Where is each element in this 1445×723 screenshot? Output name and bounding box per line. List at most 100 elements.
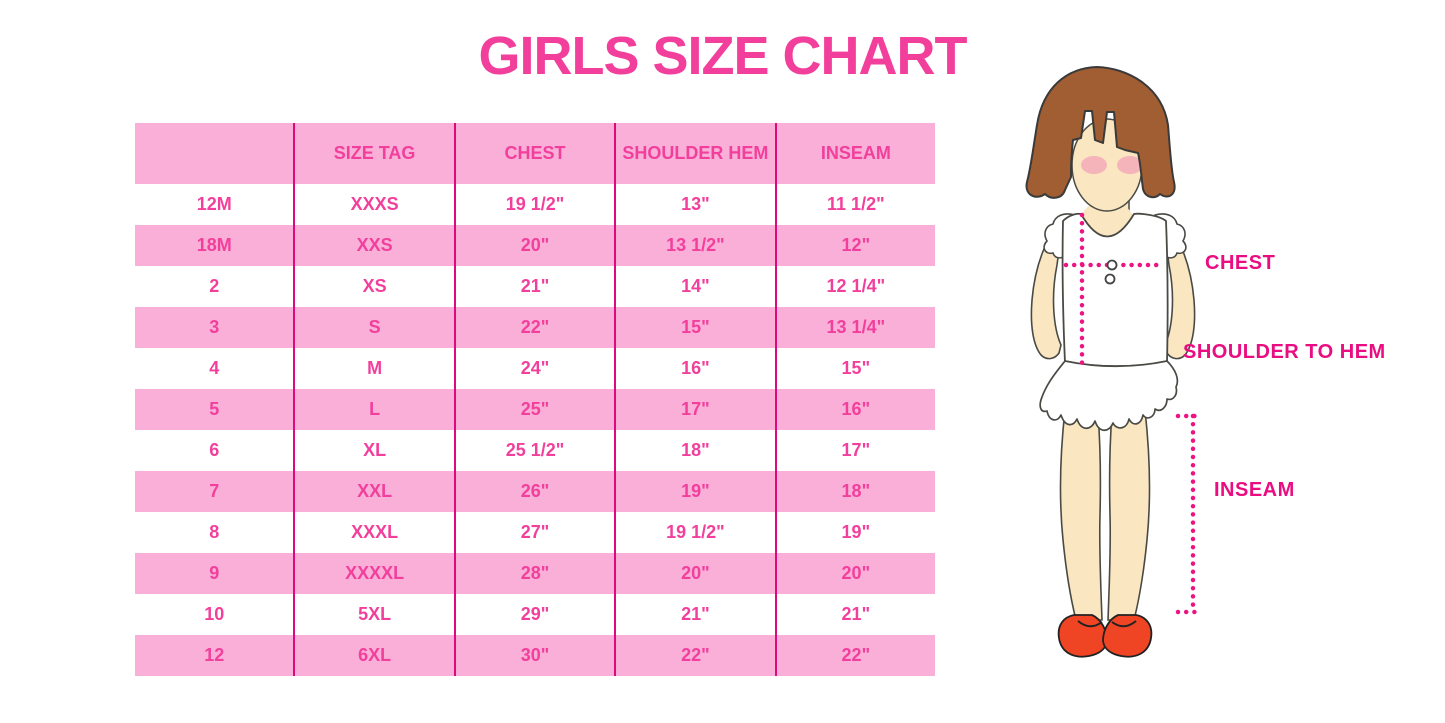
table-cell: 13 1/2" xyxy=(614,225,774,266)
table-cell: XL xyxy=(293,430,453,471)
table-cell: XXXXL xyxy=(293,553,453,594)
table-row: 2 XS 21" 14" 12 1/4" xyxy=(135,266,935,307)
table-cell: 25" xyxy=(453,389,614,430)
table-row: 9 XXXXL 28" 20" 20" xyxy=(135,553,935,594)
blush-left xyxy=(1081,156,1107,174)
column-header: CHEST xyxy=(453,123,614,184)
table-cell: 27" xyxy=(453,512,614,553)
shoulder-to-hem-label: SHOULDER TO HEM xyxy=(1183,341,1386,363)
table-cell: 12M xyxy=(196,194,232,214)
right-shoe-strap xyxy=(1111,620,1137,628)
table-cell: 18" xyxy=(614,430,774,471)
table-body: 12M XXXS 19 1/2" 13" 11 1/2" 18M XXS 20" 13 1/2"… xyxy=(135,184,935,676)
table-cell: 16" xyxy=(774,389,935,430)
table-row: 12M XXXS 19 1/2" 13" 11 1/2" xyxy=(135,184,935,225)
table-cell: 17" xyxy=(774,430,935,471)
table-cell: 21" xyxy=(453,266,614,307)
table-cell: 7 xyxy=(209,481,220,501)
page-title: GIRLS SIZE CHART xyxy=(478,26,967,86)
table-cell: 3 xyxy=(209,317,220,337)
table-cell: 6XL xyxy=(293,635,453,676)
table-cell: XXXS xyxy=(293,184,453,225)
table-cell: 19" xyxy=(614,471,774,512)
table-cell: 19 1/2" xyxy=(453,184,614,225)
table-cell: 22" xyxy=(774,635,935,676)
inseam-label: INSEAM xyxy=(1214,479,1295,501)
table-cell: 12 1/4" xyxy=(774,266,935,307)
girl-skirt xyxy=(1039,360,1179,432)
size-table: SIZE TAG CHEST SHOULDER HEM INSEAM 12M XXXS 1… xyxy=(135,123,935,676)
table-cell: 4 xyxy=(209,358,220,378)
table-cell: 12" xyxy=(774,225,935,266)
table-row: 4 M 24" 16" 15" xyxy=(135,348,935,389)
table-cell: 17" xyxy=(614,389,774,430)
table-cell: 22" xyxy=(453,307,614,348)
table-cell: 19" xyxy=(774,512,935,553)
table-cell: 26" xyxy=(453,471,614,512)
table-cell: 18" xyxy=(774,471,935,512)
table-header-row: SIZE TAG CHEST SHOULDER HEM INSEAM xyxy=(135,123,935,184)
column-header xyxy=(135,123,293,184)
table-cell: L xyxy=(293,389,453,430)
table-cell: 13" xyxy=(614,184,774,225)
table-row: 8 XXXL 27" 19 1/2" 19" xyxy=(135,512,935,553)
table-cell: 10 xyxy=(204,604,225,624)
table-cell: 5XL xyxy=(293,594,453,635)
table-cell: 14" xyxy=(614,266,774,307)
table-cell: 11 1/2" xyxy=(774,184,935,225)
column-header: INSEAM xyxy=(774,123,935,184)
table-cell: S xyxy=(293,307,453,348)
table-row: 7 XXL 26" 19" 18" xyxy=(135,471,935,512)
table-cell: 9 xyxy=(209,563,220,583)
table-row: 10 5XL 29" 21" 21" xyxy=(135,594,935,635)
table-cell: M xyxy=(293,348,453,389)
chest-label: CHEST xyxy=(1205,252,1276,274)
table-cell: 24" xyxy=(453,348,614,389)
table-cell: 6 xyxy=(209,440,220,460)
girl-illustration xyxy=(1025,66,1205,658)
column-header: SHOULDER HEM xyxy=(614,123,774,184)
measurement-lines xyxy=(1063,212,1205,615)
table-cell: 18M xyxy=(196,235,232,255)
column-header: SIZE TAG xyxy=(293,123,453,184)
table-cell: 30" xyxy=(453,635,614,676)
left-leg xyxy=(1059,409,1103,621)
table-cell: XXXL xyxy=(293,512,453,553)
table-cell: 5 xyxy=(209,399,220,419)
girl-hair xyxy=(1025,66,1176,199)
table-cell: 20" xyxy=(614,553,774,594)
table-cell: 15" xyxy=(774,348,935,389)
table-row: 12 6XL 30" 22" 22" xyxy=(135,635,935,676)
table-cell: 2 xyxy=(209,276,220,296)
shirt-buttons xyxy=(1104,259,1118,285)
table-row: 3 S 22" 15" 13 1/4" xyxy=(135,307,935,348)
table-cell: 25 1/2" xyxy=(453,430,614,471)
table-cell: XXL xyxy=(293,471,453,512)
girl-shoes xyxy=(1057,614,1153,658)
blush-right xyxy=(1117,156,1143,174)
table-cell: 16" xyxy=(614,348,774,389)
girl-blush xyxy=(1081,156,1143,174)
right-leg xyxy=(1107,409,1151,621)
table-cell: 20" xyxy=(774,553,935,594)
table-row: 5 L 25" 17" 16" xyxy=(135,389,935,430)
table-cell: 19 1/2" xyxy=(614,512,774,553)
table-cell: 21" xyxy=(614,594,774,635)
right-shoe xyxy=(1102,614,1153,658)
girl-legs xyxy=(1059,409,1151,621)
table-cell: XXS xyxy=(293,225,453,266)
table-cell: 28" xyxy=(453,553,614,594)
left-shoe xyxy=(1057,614,1108,658)
table-cell: 8 xyxy=(209,522,220,542)
table-cell: 13 1/4" xyxy=(774,307,935,348)
table-cell: 29" xyxy=(453,594,614,635)
table-cell: 22" xyxy=(614,635,774,676)
table-row: 6 XL 25 1/2" 18" 17" xyxy=(135,430,935,471)
table-cell: 12 xyxy=(204,645,225,665)
table-cell: 20" xyxy=(453,225,614,266)
table-cell: XS xyxy=(293,266,453,307)
girl-shirt xyxy=(1061,212,1169,367)
left-shoe-strap xyxy=(1077,620,1103,628)
table-row: 18M XXS 20" 13 1/2" 12" xyxy=(135,225,935,266)
